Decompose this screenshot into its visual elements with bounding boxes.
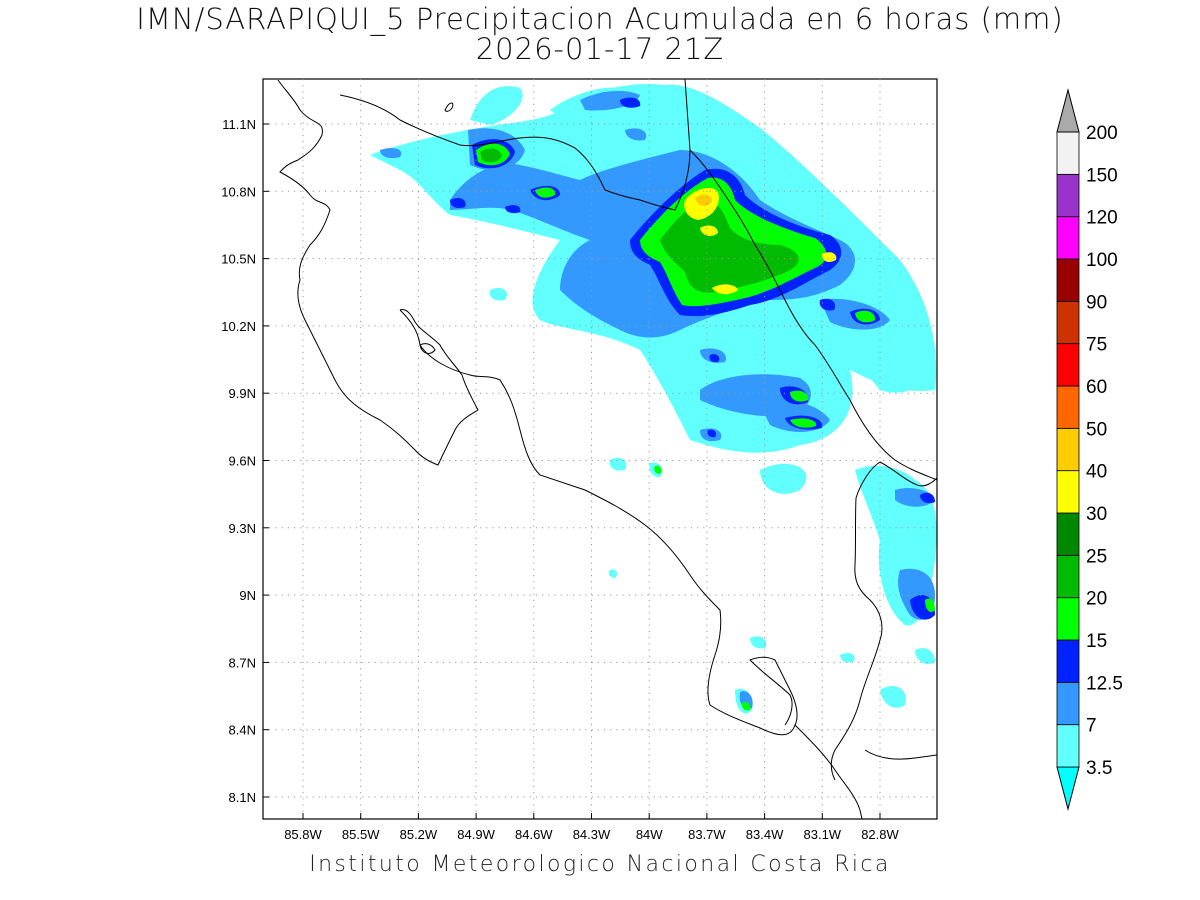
lon-tick-label: 84.9W xyxy=(457,827,495,842)
lat-tick-label: 8.1N xyxy=(229,790,256,805)
colorbar-level-label: 120 xyxy=(1086,208,1118,229)
lon-tick-label: 84.3W xyxy=(573,827,611,842)
colorbar-level-label: 75 xyxy=(1086,335,1107,356)
colorbar-level-label: 15 xyxy=(1086,631,1107,652)
colorbar-swatch xyxy=(1056,300,1080,345)
lon-tick-label: 83.1W xyxy=(804,827,842,842)
lat-tick-label: 8.7N xyxy=(229,655,256,670)
country-borders xyxy=(339,79,937,481)
lat-tick-label: 9.6N xyxy=(229,454,256,469)
colorbar-swatch xyxy=(1056,258,1080,302)
lon-tick-label: 84.6W xyxy=(515,827,553,842)
lon-tick-label: 85.8W xyxy=(284,827,322,842)
colorbar-level-label: 100 xyxy=(1086,250,1118,271)
colorbar-level-label: 50 xyxy=(1086,419,1107,440)
lon-tick-label: 84W xyxy=(636,827,663,842)
lon-tick-label: 85.5W xyxy=(342,827,380,842)
colorbar-swatch xyxy=(1056,216,1080,260)
map-frame xyxy=(262,78,938,820)
colorbar-swatch xyxy=(1056,639,1080,683)
colorbar-swatch xyxy=(1056,554,1080,599)
lat-tick-label: 9N xyxy=(239,588,256,603)
colorbar-lower-extension xyxy=(1056,766,1080,811)
colorbar-swatch xyxy=(1056,131,1080,175)
lat-tick-label: 10.8N xyxy=(221,184,256,199)
colorbar-level-label: 25 xyxy=(1086,546,1107,567)
map-title: IMN/SARAPIQUI_5 Precipitacion Acumulada … xyxy=(136,2,1064,36)
colorbar-level-label: 60 xyxy=(1086,377,1107,398)
colorbar-upper-extension xyxy=(1056,88,1080,133)
colorbar-level-label: 90 xyxy=(1086,292,1107,313)
coastlines xyxy=(277,79,937,819)
lat-tick-label: 9.3N xyxy=(229,521,256,536)
colorbar-labels: 3.5 7 12.5 15 20 25 30 40 50 60 75 90 100 120 150 200 xyxy=(1086,123,1123,779)
grid-lines xyxy=(263,79,937,819)
colorbar-level-label: 200 xyxy=(1086,123,1118,144)
colorbar-swatch xyxy=(1056,343,1080,387)
colorbar-level-label: 40 xyxy=(1086,462,1107,483)
colorbar xyxy=(1056,88,1080,811)
colorbar-swatch xyxy=(1056,597,1080,641)
colorbar-swatch xyxy=(1056,470,1080,514)
lat-tick-label: 9.9N xyxy=(229,386,256,401)
colorbar-level-label: 20 xyxy=(1086,589,1107,610)
lon-tick-label: 83.7W xyxy=(688,827,726,842)
latitude-labels: 11.1N 10.8N 10.5N 10.2N 9.9N 9.6N 9.3N 9N 8.7N 8.… xyxy=(221,117,256,805)
colorbar-level-label: 12.5 xyxy=(1086,673,1123,694)
lat-tick-label: 11.1N xyxy=(222,117,256,132)
lon-tick-label: 83.4W xyxy=(746,827,784,842)
footer-credit: Instituto Meteorologico Nacional Costa R… xyxy=(309,852,891,877)
lat-tick-label: 10.2N xyxy=(221,319,256,334)
lon-tick-label: 82.8W xyxy=(861,827,899,842)
longitude-labels: 85.8W 85.5W 85.2W 84.9W 84.6W 84.3W 84W 83.7W 83… xyxy=(284,827,899,842)
colorbar-swatch xyxy=(1056,385,1080,429)
lon-tick-label: 85.2W xyxy=(400,827,438,842)
colorbar-swatch xyxy=(1056,173,1080,218)
colorbar-level-label: 150 xyxy=(1086,165,1118,186)
colorbar-level-label: 7 xyxy=(1086,716,1097,737)
colorbar-swatch xyxy=(1056,724,1080,768)
precipitation-field xyxy=(370,84,937,714)
colorbar-level-label: 3.5 xyxy=(1086,758,1112,779)
lat-tick-label: 8.4N xyxy=(229,723,256,738)
colorbar-swatch xyxy=(1056,512,1080,556)
colorbar-level-label: 30 xyxy=(1086,504,1107,525)
colorbar-swatch xyxy=(1056,427,1080,472)
map-datetime: 2026-01-17 21Z xyxy=(475,32,725,66)
lat-tick-label: 10.5N xyxy=(221,252,256,267)
colorbar-swatch xyxy=(1056,681,1080,726)
